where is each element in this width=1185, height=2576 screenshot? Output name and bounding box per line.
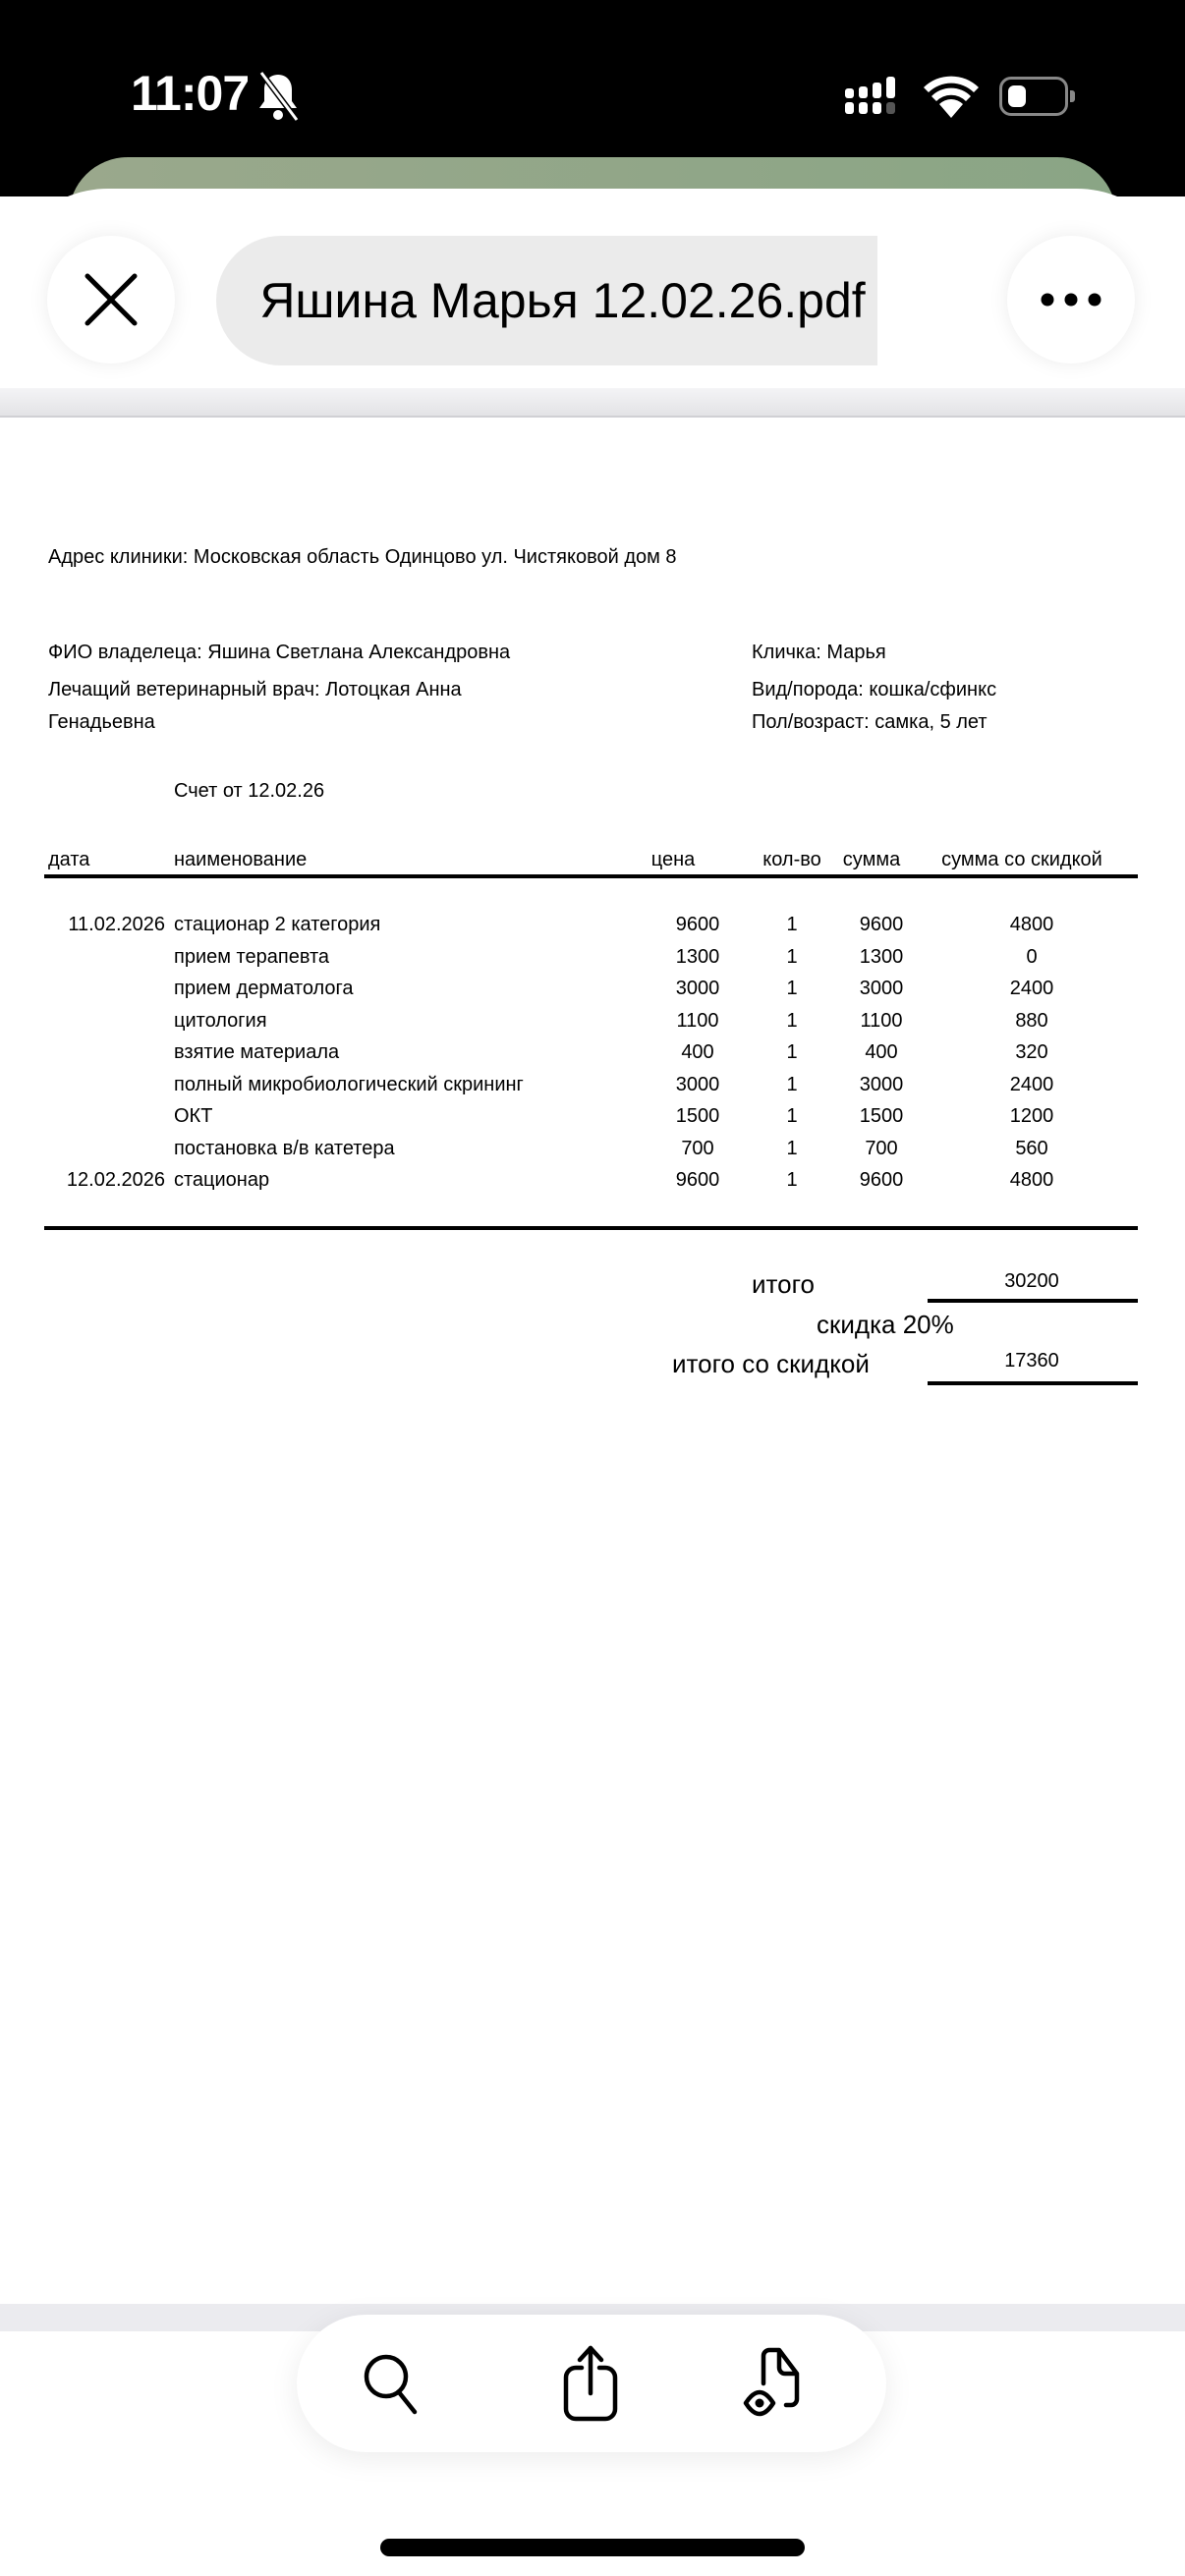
cell-date: 11.02.2026	[68, 914, 165, 935]
cell-sum: 3000	[859, 1073, 904, 1095]
cell-price: 400	[681, 1041, 714, 1063]
cell-name: ОКТ	[174, 1105, 213, 1127]
search-icon	[364, 2354, 418, 2415]
cell-sum: 3000	[859, 978, 904, 999]
cell-qty: 1	[786, 978, 798, 999]
cell-sum: 400	[865, 1041, 898, 1063]
cell-name: стационар 2 категория	[174, 914, 381, 935]
preview-button[interactable]	[729, 2336, 823, 2431]
total-discount-value: 17360	[1004, 1350, 1059, 1372]
col-date: дата	[48, 849, 90, 870]
cell-qty: 1	[786, 945, 798, 968]
total-discount-underline	[928, 1381, 1138, 1385]
cell-price: 3000	[675, 1073, 720, 1095]
col-qty: кол-во	[762, 849, 821, 870]
close-icon	[85, 273, 138, 326]
pet-species: Вид/порода: кошка/сфинкс	[752, 679, 997, 700]
cell-qty: 1	[786, 1073, 798, 1095]
cell-date: 12.02.2026	[66, 1169, 165, 1191]
owner-name: ФИО владелеца: Яшина Светлана Александро…	[48, 642, 511, 663]
cell-discounted: 560	[1015, 1137, 1048, 1159]
cell-discounted: 880	[1015, 1009, 1048, 1032]
cell-price: 1100	[676, 1009, 719, 1032]
bottom-toolbar	[297, 2315, 886, 2452]
cell-price: 1300	[675, 945, 720, 968]
more-icon	[1041, 293, 1101, 307]
total-underline	[928, 1299, 1138, 1303]
share-icon	[563, 2345, 618, 2422]
total-discount-label: итого со скидкой	[672, 1349, 870, 1378]
cell-qty: 1	[786, 1137, 798, 1159]
cell-sum: 1100	[860, 1009, 903, 1032]
cell-price: 1500	[675, 1105, 720, 1127]
doctor-name: Лечащий ветеринарный врач: Лотоцкая Анна	[48, 679, 462, 700]
close-button[interactable]	[47, 236, 175, 364]
document-title: Яшина Марья 12.02.26.pdf	[259, 273, 866, 328]
cell-discounted: 4800	[1009, 914, 1054, 935]
cell-discounted: 1200	[1009, 1105, 1054, 1127]
clinic-address: Адрес клиники: Московская область Одинцо…	[48, 546, 677, 568]
cell-qty: 1	[786, 914, 798, 935]
cell-qty: 1	[786, 1169, 798, 1191]
cell-discounted: 4800	[1009, 1169, 1054, 1191]
cell-qty: 1	[786, 1041, 798, 1063]
cell-sum: 1300	[859, 945, 904, 968]
wifi-icon	[924, 76, 979, 118]
cell-discounted: 320	[1015, 1041, 1048, 1063]
cell-price: 9600	[675, 914, 720, 935]
header-divider	[0, 388, 1185, 418]
signal-icon	[845, 77, 895, 114]
table-bottom-rule	[44, 1226, 1138, 1230]
cell-name: прием терапевта	[174, 945, 330, 968]
cell-price: 9600	[675, 1169, 720, 1191]
cell-sum: 9600	[859, 1169, 904, 1191]
pet-name: Кличка: Марья	[752, 642, 886, 663]
cell-qty: 1	[786, 1009, 798, 1032]
total-label: итого	[752, 1269, 815, 1299]
share-button[interactable]	[545, 2336, 640, 2431]
home-indicator[interactable]	[380, 2539, 805, 2556]
cell-qty: 1	[786, 1105, 798, 1127]
cell-price: 3000	[675, 978, 720, 999]
document-eye-icon	[743, 2347, 800, 2417]
cell-sum: 9600	[859, 914, 904, 935]
cell-discounted: 0	[1026, 945, 1038, 968]
more-button[interactable]	[1007, 236, 1135, 364]
cell-sum: 700	[865, 1137, 898, 1159]
battery-icon	[999, 77, 1075, 116]
cell-name: прием дерматолога	[174, 978, 354, 999]
search-button[interactable]	[346, 2336, 440, 2431]
total-value: 30200	[1004, 1270, 1059, 1292]
col-price: цена	[650, 849, 696, 870]
bell-slash-icon	[258, 71, 300, 122]
doctor-name-cont: Генадьевна	[48, 711, 155, 733]
table-header-rule	[44, 874, 1138, 878]
cell-name: полный микробиологический скрининг	[174, 1073, 524, 1095]
status-time: 11:07	[131, 66, 250, 121]
col-name: наименование	[174, 849, 308, 870]
title-pill[interactable]: Яшина Марья 12.02.26.pdf	[216, 236, 968, 365]
cell-price: 700	[681, 1137, 714, 1159]
pet-sex-age: Пол/возраст: самка, 5 лет	[752, 711, 988, 733]
cell-discounted: 2400	[1009, 1073, 1054, 1095]
cell-sum: 1500	[859, 1105, 904, 1127]
col-sum: сумма	[842, 849, 901, 870]
cell-name: взятие материала	[174, 1041, 340, 1063]
cell-name: цитология	[174, 1009, 267, 1032]
cell-name: стационар	[174, 1169, 270, 1191]
discount-label: скидка 20%	[817, 1310, 954, 1339]
cell-name: постановка в/в катетера	[174, 1137, 395, 1159]
cell-discounted: 2400	[1009, 978, 1054, 999]
invoice-title: Счет от 12.02.26	[174, 780, 325, 802]
col-discounted: сумма со скидкой	[941, 849, 1102, 870]
